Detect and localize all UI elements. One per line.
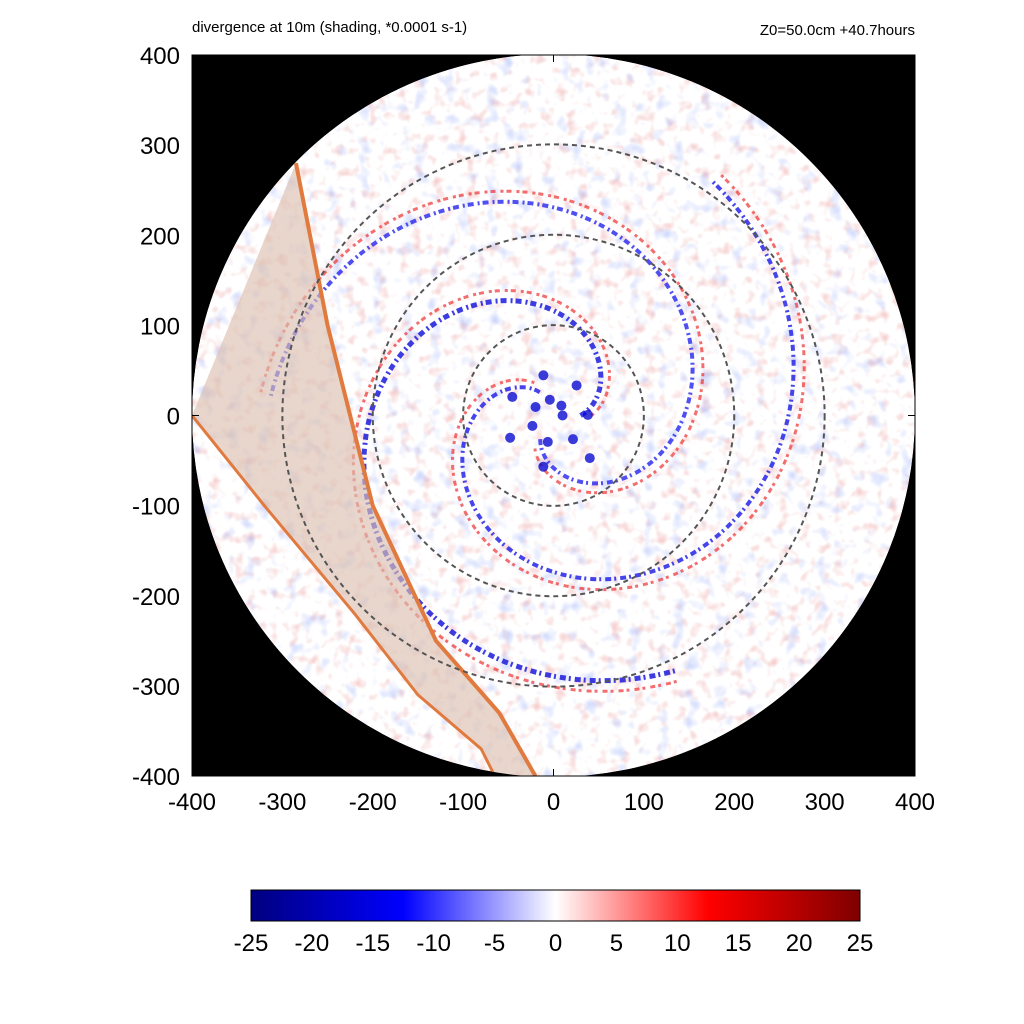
overlay-band — [192, 162, 538, 777]
x-tick-label: 400 — [895, 789, 935, 816]
core-cell — [557, 410, 568, 421]
core-cell — [538, 370, 549, 381]
core-cell — [571, 380, 582, 391]
colorbar-tick-label: -25 — [234, 930, 269, 957]
colorbar-tick-label: 20 — [786, 930, 813, 957]
x-tick-label: -300 — [258, 789, 306, 816]
colorbar-tick-label: -10 — [416, 930, 451, 957]
overlay-band-lower-edge — [192, 414, 497, 777]
range-ring — [462, 324, 645, 507]
colorbar-tick-label: 0 — [549, 930, 562, 957]
y-tick-label: 300 — [140, 133, 180, 160]
spiral-bands — [258, 171, 806, 693]
range-ring — [281, 143, 826, 688]
spiral-band-positive — [451, 171, 806, 592]
y-tick-label: 100 — [140, 313, 180, 340]
x-tick-label: 200 — [714, 789, 754, 816]
colorbar-ticks: -25 -20 -15 -10 -5 0 5 10 15 20 25 — [234, 930, 874, 957]
spiral-band — [460, 179, 796, 582]
y-axis: -400 -300 -200 -100 0 100 200 300 400 — [132, 43, 915, 791]
range-rings — [281, 143, 826, 688]
colorbar-tick-label: -15 — [355, 930, 390, 957]
x-tick-label: -200 — [349, 789, 397, 816]
spiral-band-positive — [351, 288, 682, 693]
core-cell — [507, 391, 518, 402]
x-tick-label: -400 — [168, 789, 216, 816]
y-tick-label: 400 — [140, 43, 180, 70]
colorbar-tick-label: 5 — [610, 930, 623, 957]
core-cell — [556, 400, 567, 411]
y-tick-label: -400 — [132, 764, 180, 791]
colorbar-tick-label: -5 — [484, 930, 505, 957]
core-cell — [538, 461, 549, 472]
plot-area — [191, 54, 916, 777]
y-tick-label: -200 — [132, 584, 180, 611]
colorbar-tick-label: 15 — [725, 930, 752, 957]
core-cell — [530, 402, 541, 413]
core-cell — [505, 432, 516, 443]
x-tick-label: 300 — [805, 789, 845, 816]
colorbar-tick-label: 25 — [847, 930, 874, 957]
y-tick-label: -300 — [132, 674, 180, 701]
range-ring — [371, 233, 736, 598]
x-tick-label: 0 — [547, 789, 560, 816]
y-tick-label: -100 — [132, 494, 180, 521]
y-tick-label: 200 — [140, 223, 180, 250]
overlay-band-upper-edge — [293, 162, 538, 777]
core-cell — [527, 420, 538, 431]
core-cell — [584, 453, 595, 464]
y-tick-label: 0 — [167, 404, 180, 431]
spiral-band-positive — [258, 189, 705, 495]
x-tick-label: -100 — [439, 789, 487, 816]
chart-subtitle: Z0=50.0cm +40.7hours — [759, 22, 915, 39]
x-axis: -400 -300 -200 -100 0 100 200 300 400 — [168, 55, 935, 816]
chart-title: divergence at 10m (shading, *0.0001 s-1) — [192, 19, 468, 36]
spiral-band — [268, 199, 695, 486]
colorbar: -25 -20 -15 -10 -5 0 5 10 15 20 25 — [234, 889, 874, 957]
spiral-band — [361, 298, 677, 684]
core-cell — [568, 434, 579, 445]
colorbar-gradient — [250, 889, 861, 922]
x-tick-label: 100 — [624, 789, 664, 816]
colorbar-tick-label: 10 — [664, 930, 691, 957]
colorbar-tick-label: -20 — [295, 930, 330, 957]
core-cell — [544, 394, 555, 405]
core-cell — [542, 436, 553, 447]
core-cell — [582, 409, 593, 420]
